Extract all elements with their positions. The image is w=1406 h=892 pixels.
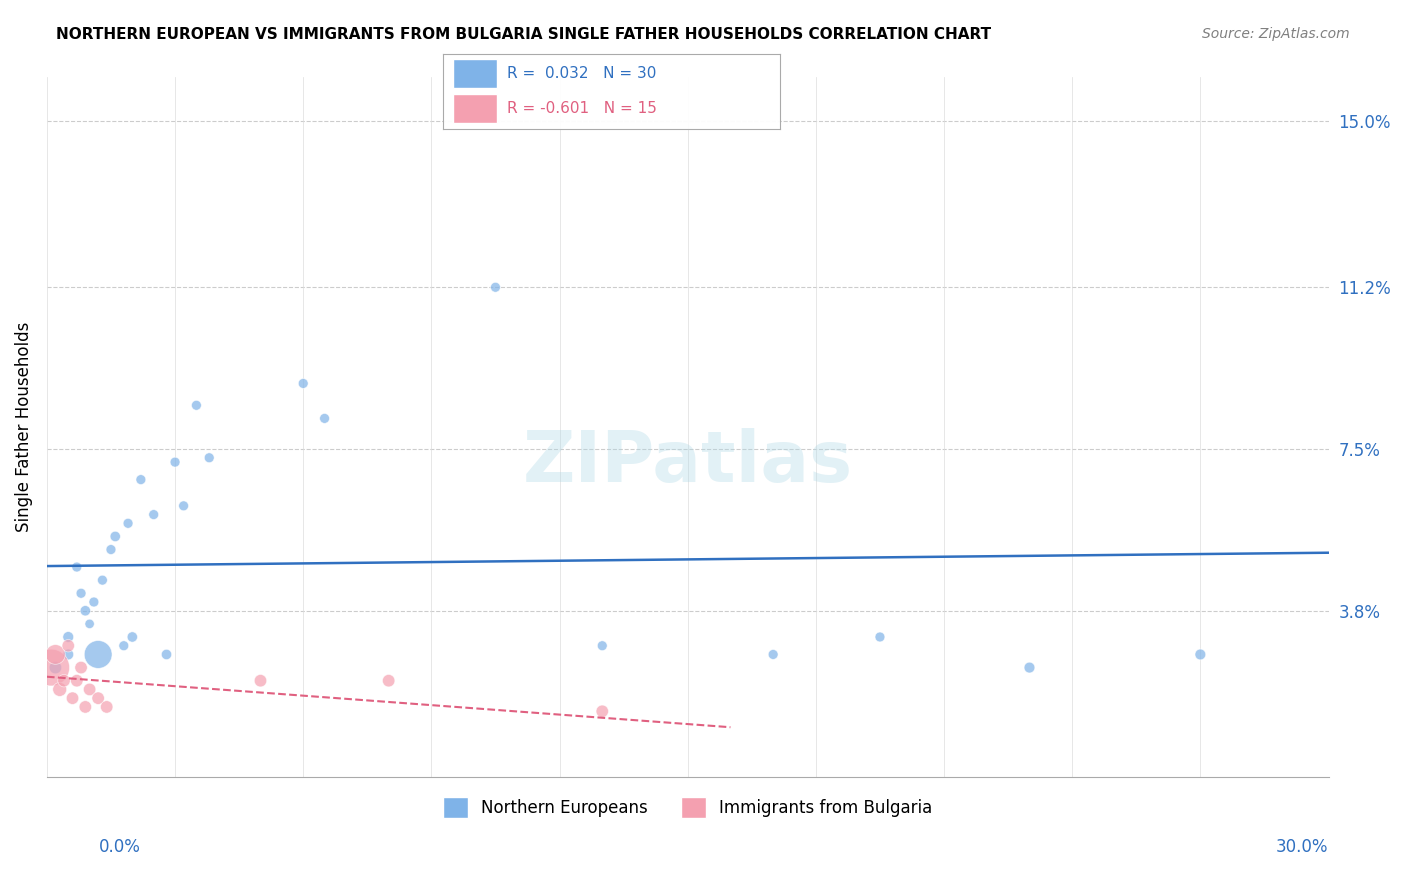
Text: 0.0%: 0.0% bbox=[98, 838, 141, 855]
Point bbox=[58, 639, 80, 653]
Text: R = -0.601   N = 15: R = -0.601 N = 15 bbox=[508, 102, 657, 116]
Point bbox=[165, 455, 187, 469]
Y-axis label: Single Father Households: Single Father Households bbox=[15, 322, 32, 533]
Point bbox=[70, 586, 93, 600]
Text: R =  0.032   N = 30: R = 0.032 N = 30 bbox=[508, 66, 657, 81]
Text: 30.0%: 30.0% bbox=[1277, 838, 1329, 855]
Point bbox=[117, 516, 139, 531]
Point bbox=[142, 508, 165, 522]
Point bbox=[104, 529, 127, 543]
Point bbox=[53, 673, 76, 688]
Point bbox=[87, 648, 110, 662]
Point bbox=[66, 673, 89, 688]
Point bbox=[44, 660, 66, 674]
Point bbox=[87, 691, 110, 706]
Point bbox=[112, 639, 135, 653]
Point bbox=[79, 616, 101, 631]
Point bbox=[58, 648, 80, 662]
Point bbox=[91, 573, 114, 587]
Text: NORTHERN EUROPEAN VS IMMIGRANTS FROM BULGARIA SINGLE FATHER HOUSEHOLDS CORRELATI: NORTHERN EUROPEAN VS IMMIGRANTS FROM BUL… bbox=[56, 27, 991, 42]
Point bbox=[292, 376, 315, 391]
Point bbox=[100, 542, 122, 557]
Point bbox=[66, 560, 89, 574]
Text: Source: ZipAtlas.com: Source: ZipAtlas.com bbox=[1202, 27, 1350, 41]
Point bbox=[96, 700, 118, 714]
Point bbox=[121, 630, 143, 644]
Point bbox=[39, 660, 62, 674]
Point bbox=[762, 648, 785, 662]
Text: ZIPatlas: ZIPatlas bbox=[523, 427, 853, 497]
Bar bbox=[453, 59, 496, 87]
Point bbox=[249, 673, 271, 688]
Point bbox=[44, 648, 66, 662]
Point bbox=[58, 630, 80, 644]
Point bbox=[75, 604, 97, 618]
Point bbox=[186, 398, 208, 412]
Point bbox=[75, 700, 97, 714]
Point bbox=[1189, 648, 1212, 662]
Point bbox=[62, 691, 84, 706]
Bar bbox=[453, 95, 496, 123]
Point bbox=[155, 648, 177, 662]
Point bbox=[79, 682, 101, 697]
Point bbox=[314, 411, 336, 425]
Point bbox=[83, 595, 105, 609]
Point bbox=[1018, 660, 1040, 674]
Point bbox=[869, 630, 891, 644]
Point bbox=[377, 673, 399, 688]
Point bbox=[591, 704, 613, 718]
Point bbox=[48, 682, 70, 697]
Point bbox=[591, 639, 613, 653]
Point bbox=[70, 660, 93, 674]
Point bbox=[129, 473, 152, 487]
Point bbox=[173, 499, 195, 513]
Point bbox=[484, 280, 506, 294]
Legend: Northern Europeans, Immigrants from Bulgaria: Northern Europeans, Immigrants from Bulg… bbox=[436, 791, 939, 824]
Point bbox=[198, 450, 221, 465]
